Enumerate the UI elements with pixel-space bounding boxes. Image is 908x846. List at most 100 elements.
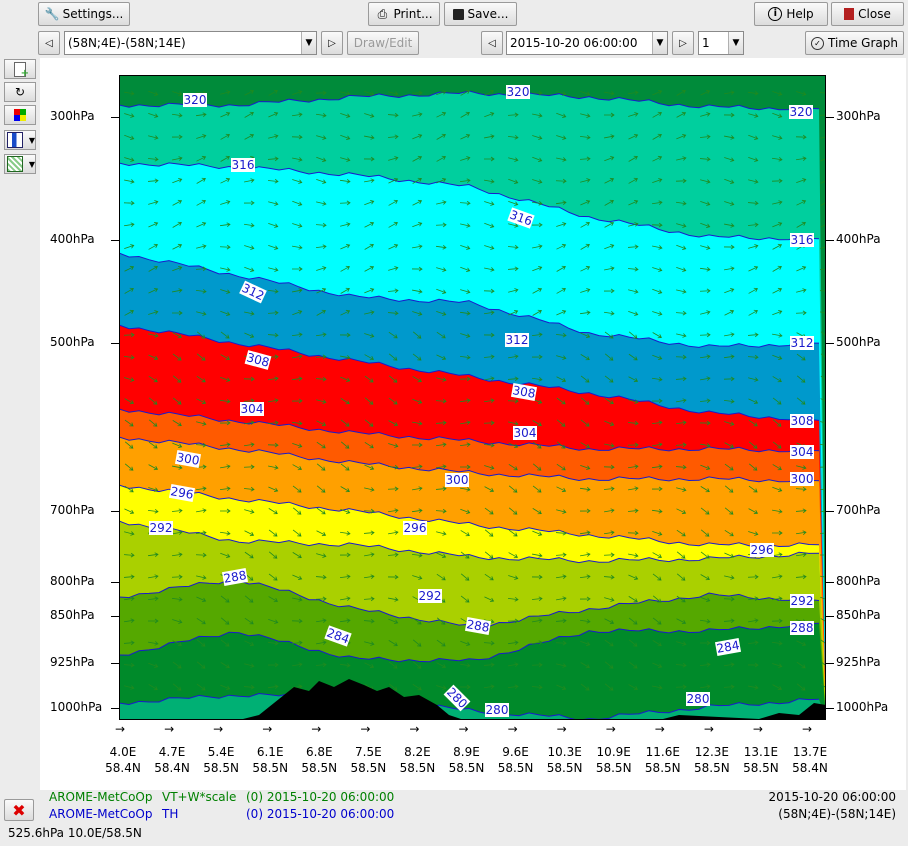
longitude-label: 11.6E [645,745,680,759]
wind-arrow [508,354,519,359]
new-layer-button[interactable]: + [4,59,36,79]
prev-time-button[interactable]: ◁ [481,31,503,55]
wind-arrow [435,486,447,492]
wind-arrow [292,266,303,272]
wind-arrow [291,112,303,117]
wind-arrow [388,618,399,624]
colors-button[interactable] [4,105,36,125]
wind-arrow [723,596,735,602]
wind-arrow [171,552,183,557]
wind-arrow [124,685,135,690]
wind-arrow [796,397,806,405]
time-step-select[interactable]: 1 ▼ [698,31,744,55]
longitude-label: 6.8E [305,745,333,759]
wind-arrow [748,398,759,405]
contour-label: 292 [149,521,173,535]
wind-arrow [340,287,350,294]
wind-arrow [340,265,351,272]
wind-arrow [459,442,471,448]
wind-arrow [219,420,231,426]
wind-arrow [724,201,735,206]
wind-arrow [316,507,326,515]
wind-arrow [724,223,735,228]
wind-arrow [436,90,447,96]
wind-arrow [483,684,495,689]
wind-arrow [196,311,207,316]
wind-arrow [220,595,230,603]
wind-arrow [460,663,471,668]
wind-arrow [772,354,783,360]
x-axis-position-label: 4.7E 58.4N [147,744,197,776]
refresh-button[interactable]: ↻ [4,82,36,102]
wind-arrow [172,221,182,228]
wind-arrow [748,134,759,140]
wind-arrow [676,529,686,537]
wind-arrow [483,310,495,315]
save-button[interactable]: Save... [444,2,517,26]
remove-field-button[interactable]: ✖ [4,799,34,821]
wind-arrow [604,618,615,625]
surface-wind-arrow: → [164,722,175,736]
wind-arrow [268,111,279,118]
wind-arrow [364,464,375,471]
pressure-tick [111,582,119,583]
wind-arrow [531,596,543,602]
cross-section-select[interactable]: (58N;4E)-(58N;14E) ▼ [64,31,317,55]
wind-arrow [628,486,639,491]
wind-arrow [124,179,135,184]
wind-arrow [604,683,614,691]
right-arrow-icon: ▷ [328,37,336,49]
layer-style-select[interactable]: ▼ [4,130,36,150]
wind-arrow [700,640,711,646]
pressure-label-right: 400hPa [836,232,881,246]
close-button[interactable]: Close [831,2,904,26]
wind-arrow [243,376,255,382]
wind-arrow [435,464,447,469]
wind-arrow [748,419,758,427]
wind-arrow [747,222,759,228]
wind-arrow [172,465,183,470]
wind-arrow [771,178,783,184]
draw-edit-button[interactable]: Draw/Edit [347,31,419,55]
wind-arrow [795,508,807,514]
wind-arrow [483,662,495,668]
wind-arrow [340,157,351,162]
wind-arrow [148,287,159,294]
wind-arrow [292,354,303,359]
wind-arrow [652,617,662,625]
contour-label: 320 [183,93,207,107]
next-time-button[interactable]: ▷ [672,31,694,55]
settings-button[interactable]: 🔧 Settings... [38,2,130,26]
pressure-tick [111,343,119,344]
time-select[interactable]: 2015-10-20 06:00:00 ▼ [506,31,668,55]
next-section-button[interactable]: ▷ [321,31,343,55]
wind-arrow [364,419,374,427]
wind-arrow [748,377,759,382]
layer-pattern-select[interactable]: ▼ [4,154,36,174]
contour-label: 300 [445,473,469,487]
wind-arrow [387,486,399,492]
surface-wind-arrow: → [703,722,714,736]
wind-arrow [556,91,567,96]
terrain-profile [239,679,826,720]
wind-arrow [772,574,783,579]
wind-arrow [148,354,159,361]
wind-arrow [460,111,470,118]
wind-arrow [507,596,519,602]
help-button[interactable]: i Help [754,2,828,26]
wind-arrow [555,200,567,206]
wind-arrow [700,200,711,206]
wind-arrow [436,288,447,294]
prev-section-button[interactable]: ◁ [38,31,60,55]
wind-arrow [628,376,639,383]
wind-arrow [268,529,278,537]
wind-arrow [315,113,327,118]
time-graph-button[interactable]: ✓ Time Graph [805,31,904,55]
wind-arrow [460,289,471,294]
wind-arrow [172,178,183,184]
print-button[interactable]: ⎙ Print... [368,2,440,26]
wind-arrow [723,244,735,250]
wind-arrow [412,421,423,426]
wind-arrow [339,178,351,184]
